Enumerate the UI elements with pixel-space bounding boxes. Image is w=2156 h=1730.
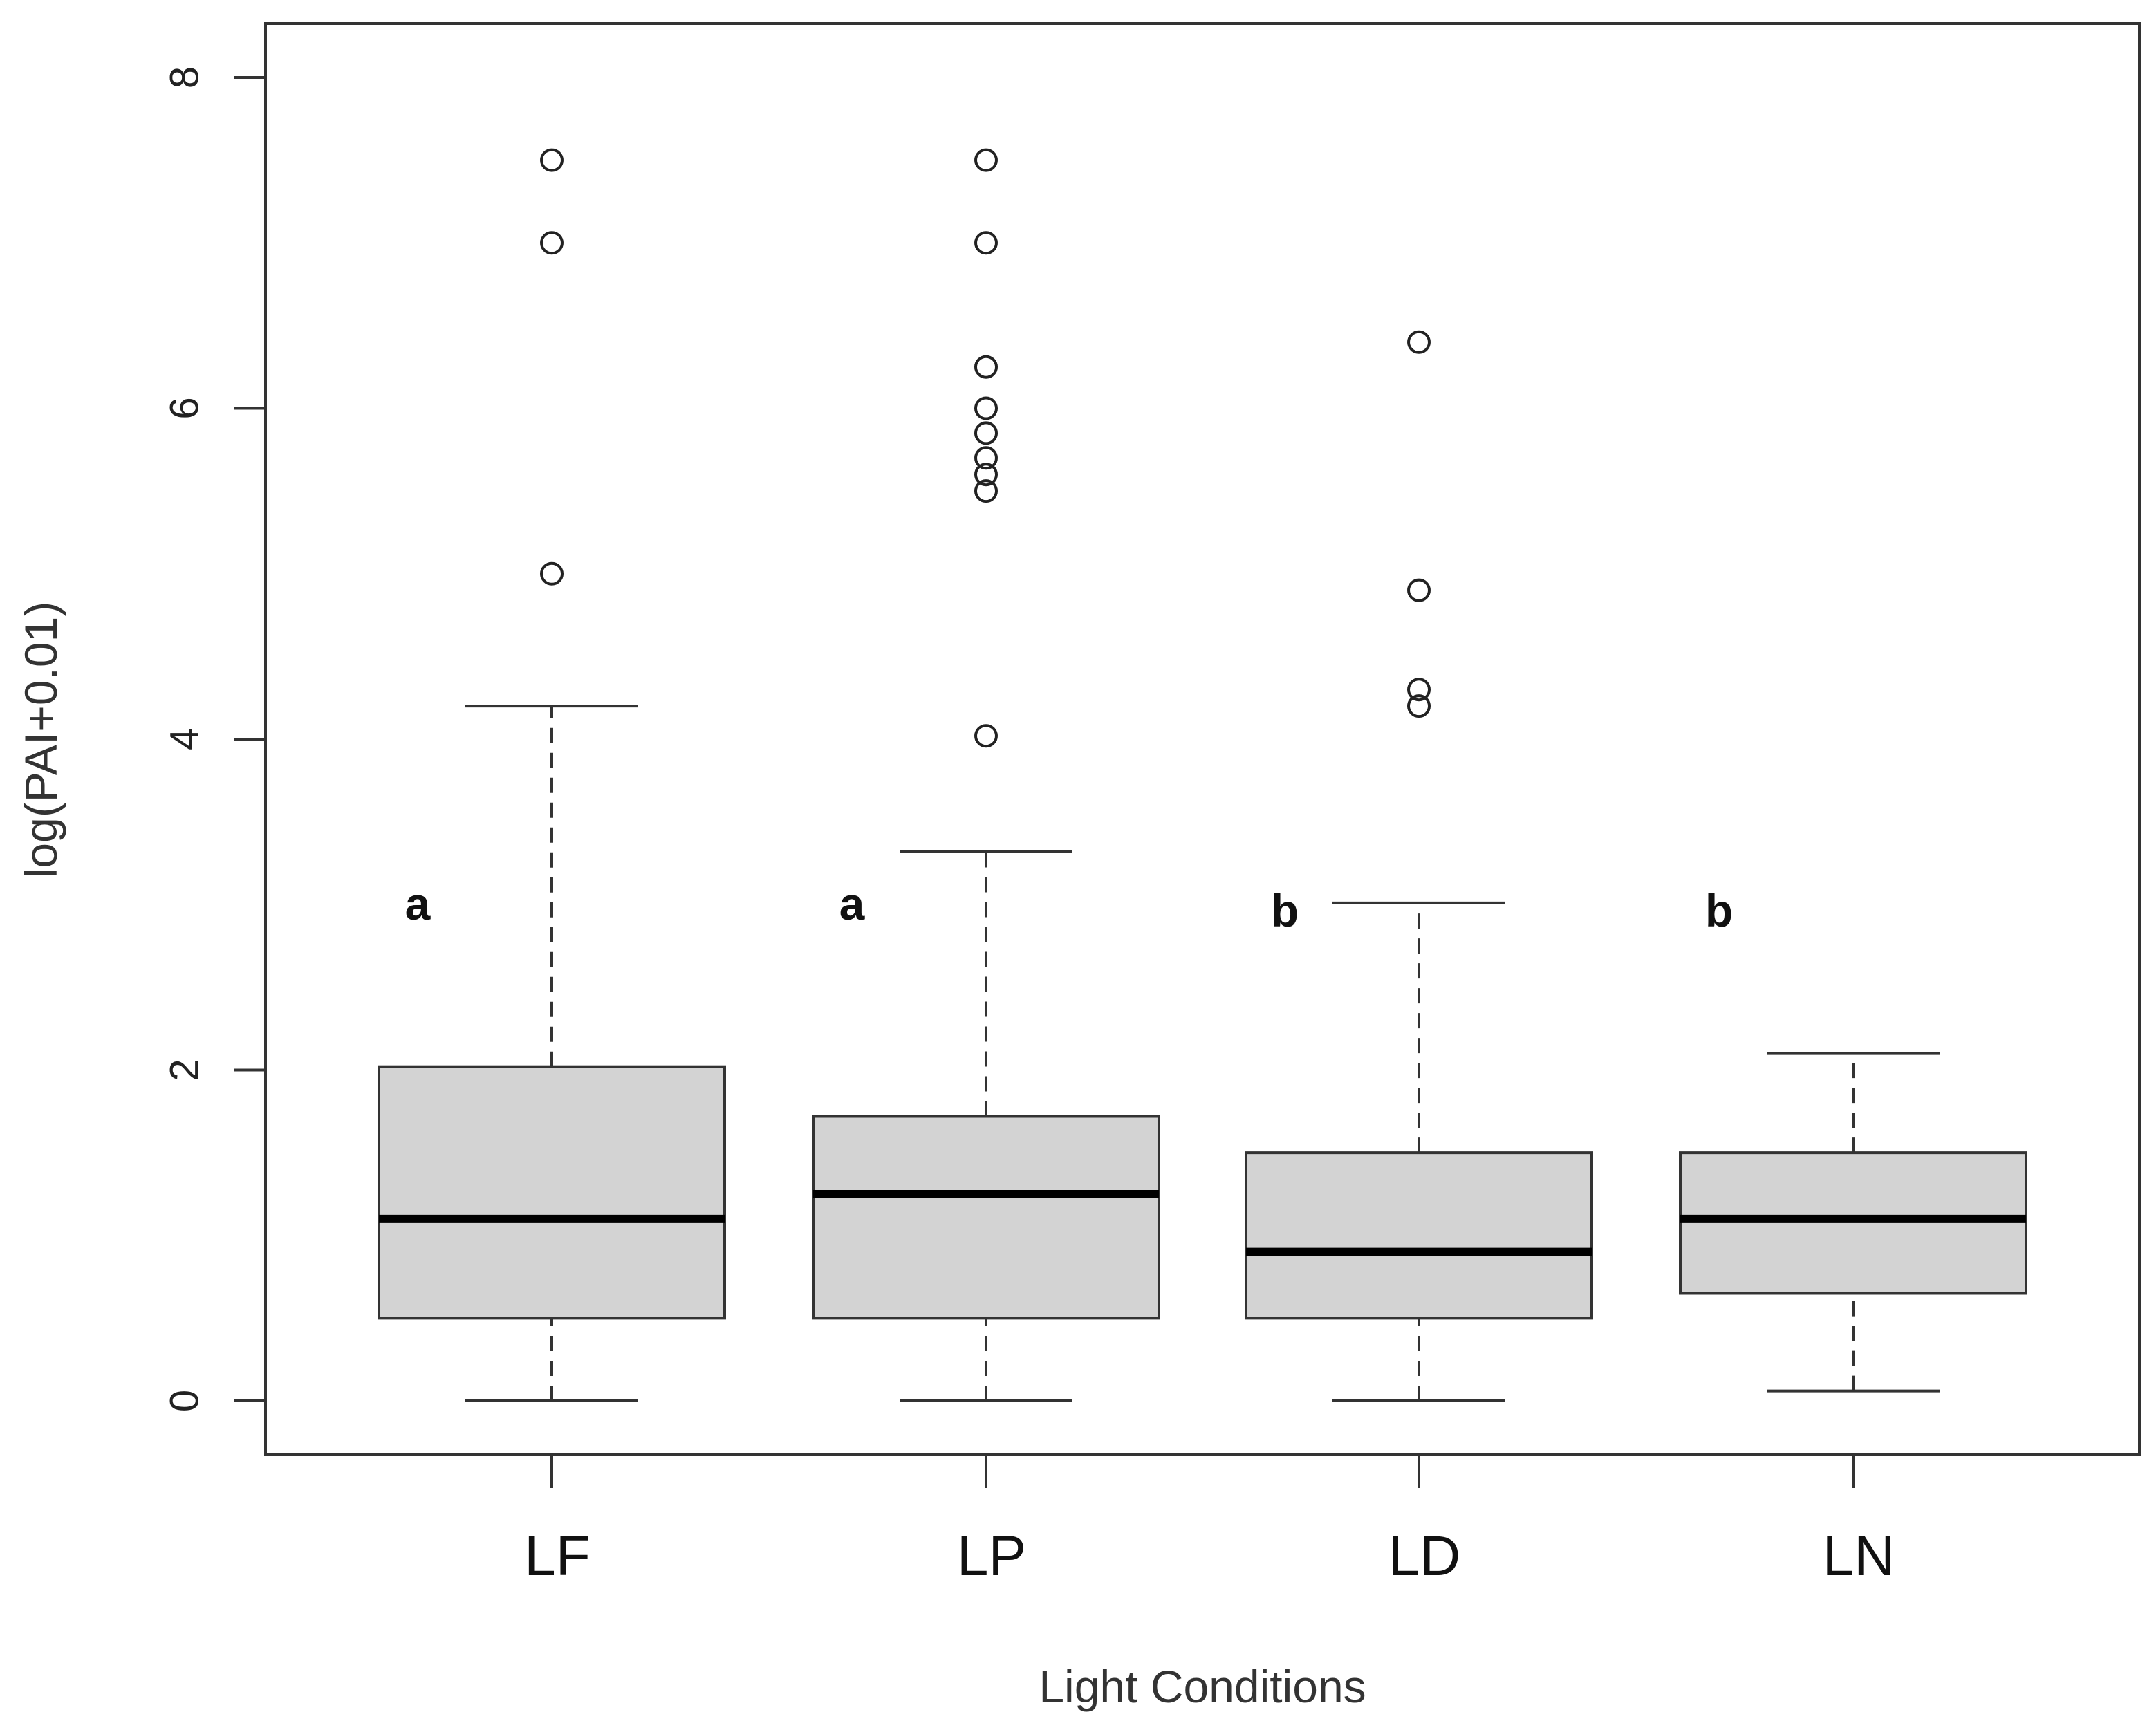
y-tick-label: 2 [162,1059,207,1081]
outlier-point [1407,678,1431,702]
outlier-point [974,479,998,503]
y-tick-label: 0 [162,1390,207,1412]
y-tick-label: 8 [162,66,207,89]
outlier-point [974,724,998,748]
outlier-point [974,463,998,487]
iqr-box [378,1065,726,1320]
group-letter: a [839,878,866,929]
x-axis-title: Light Conditions [1039,1661,1366,1712]
y-axis: 0 2 4 6 8 [162,66,266,1412]
outlier-point [1407,330,1431,354]
group-letter: b [1705,885,1733,936]
group-letter: a [405,878,431,929]
y-tick-label: 4 [162,728,207,750]
outlier-point [974,148,998,172]
iqr-box [812,1115,1160,1320]
x-tick-label: LP [957,1525,1026,1588]
y-tick-label: 6 [162,397,207,419]
outlier-point [1407,578,1431,602]
outlier-point [1407,694,1431,718]
box-lp: a [812,148,1160,1402]
outlier-point [540,561,564,586]
box-ln: b [1679,885,2027,1393]
outlier-point [974,421,998,445]
outlier-point [540,231,564,255]
x-tick-label: LF [524,1525,591,1588]
x-tick-label: LN [1823,1525,1895,1588]
iqr-box [1245,1151,1593,1320]
outlier-point [540,148,564,172]
x-axis: LF LP LD LN [524,1455,1895,1588]
y-axis-title: log(PAI+0.01) [15,602,66,879]
box-ld: b [1245,330,1593,1402]
group-letter: b [1271,885,1299,936]
box-lf: a [378,148,726,1402]
outlier-point [974,396,998,420]
outlier-point [974,231,998,255]
outlier-point [974,446,998,470]
outlier-point [974,355,998,379]
x-tick-label: LD [1388,1525,1461,1588]
